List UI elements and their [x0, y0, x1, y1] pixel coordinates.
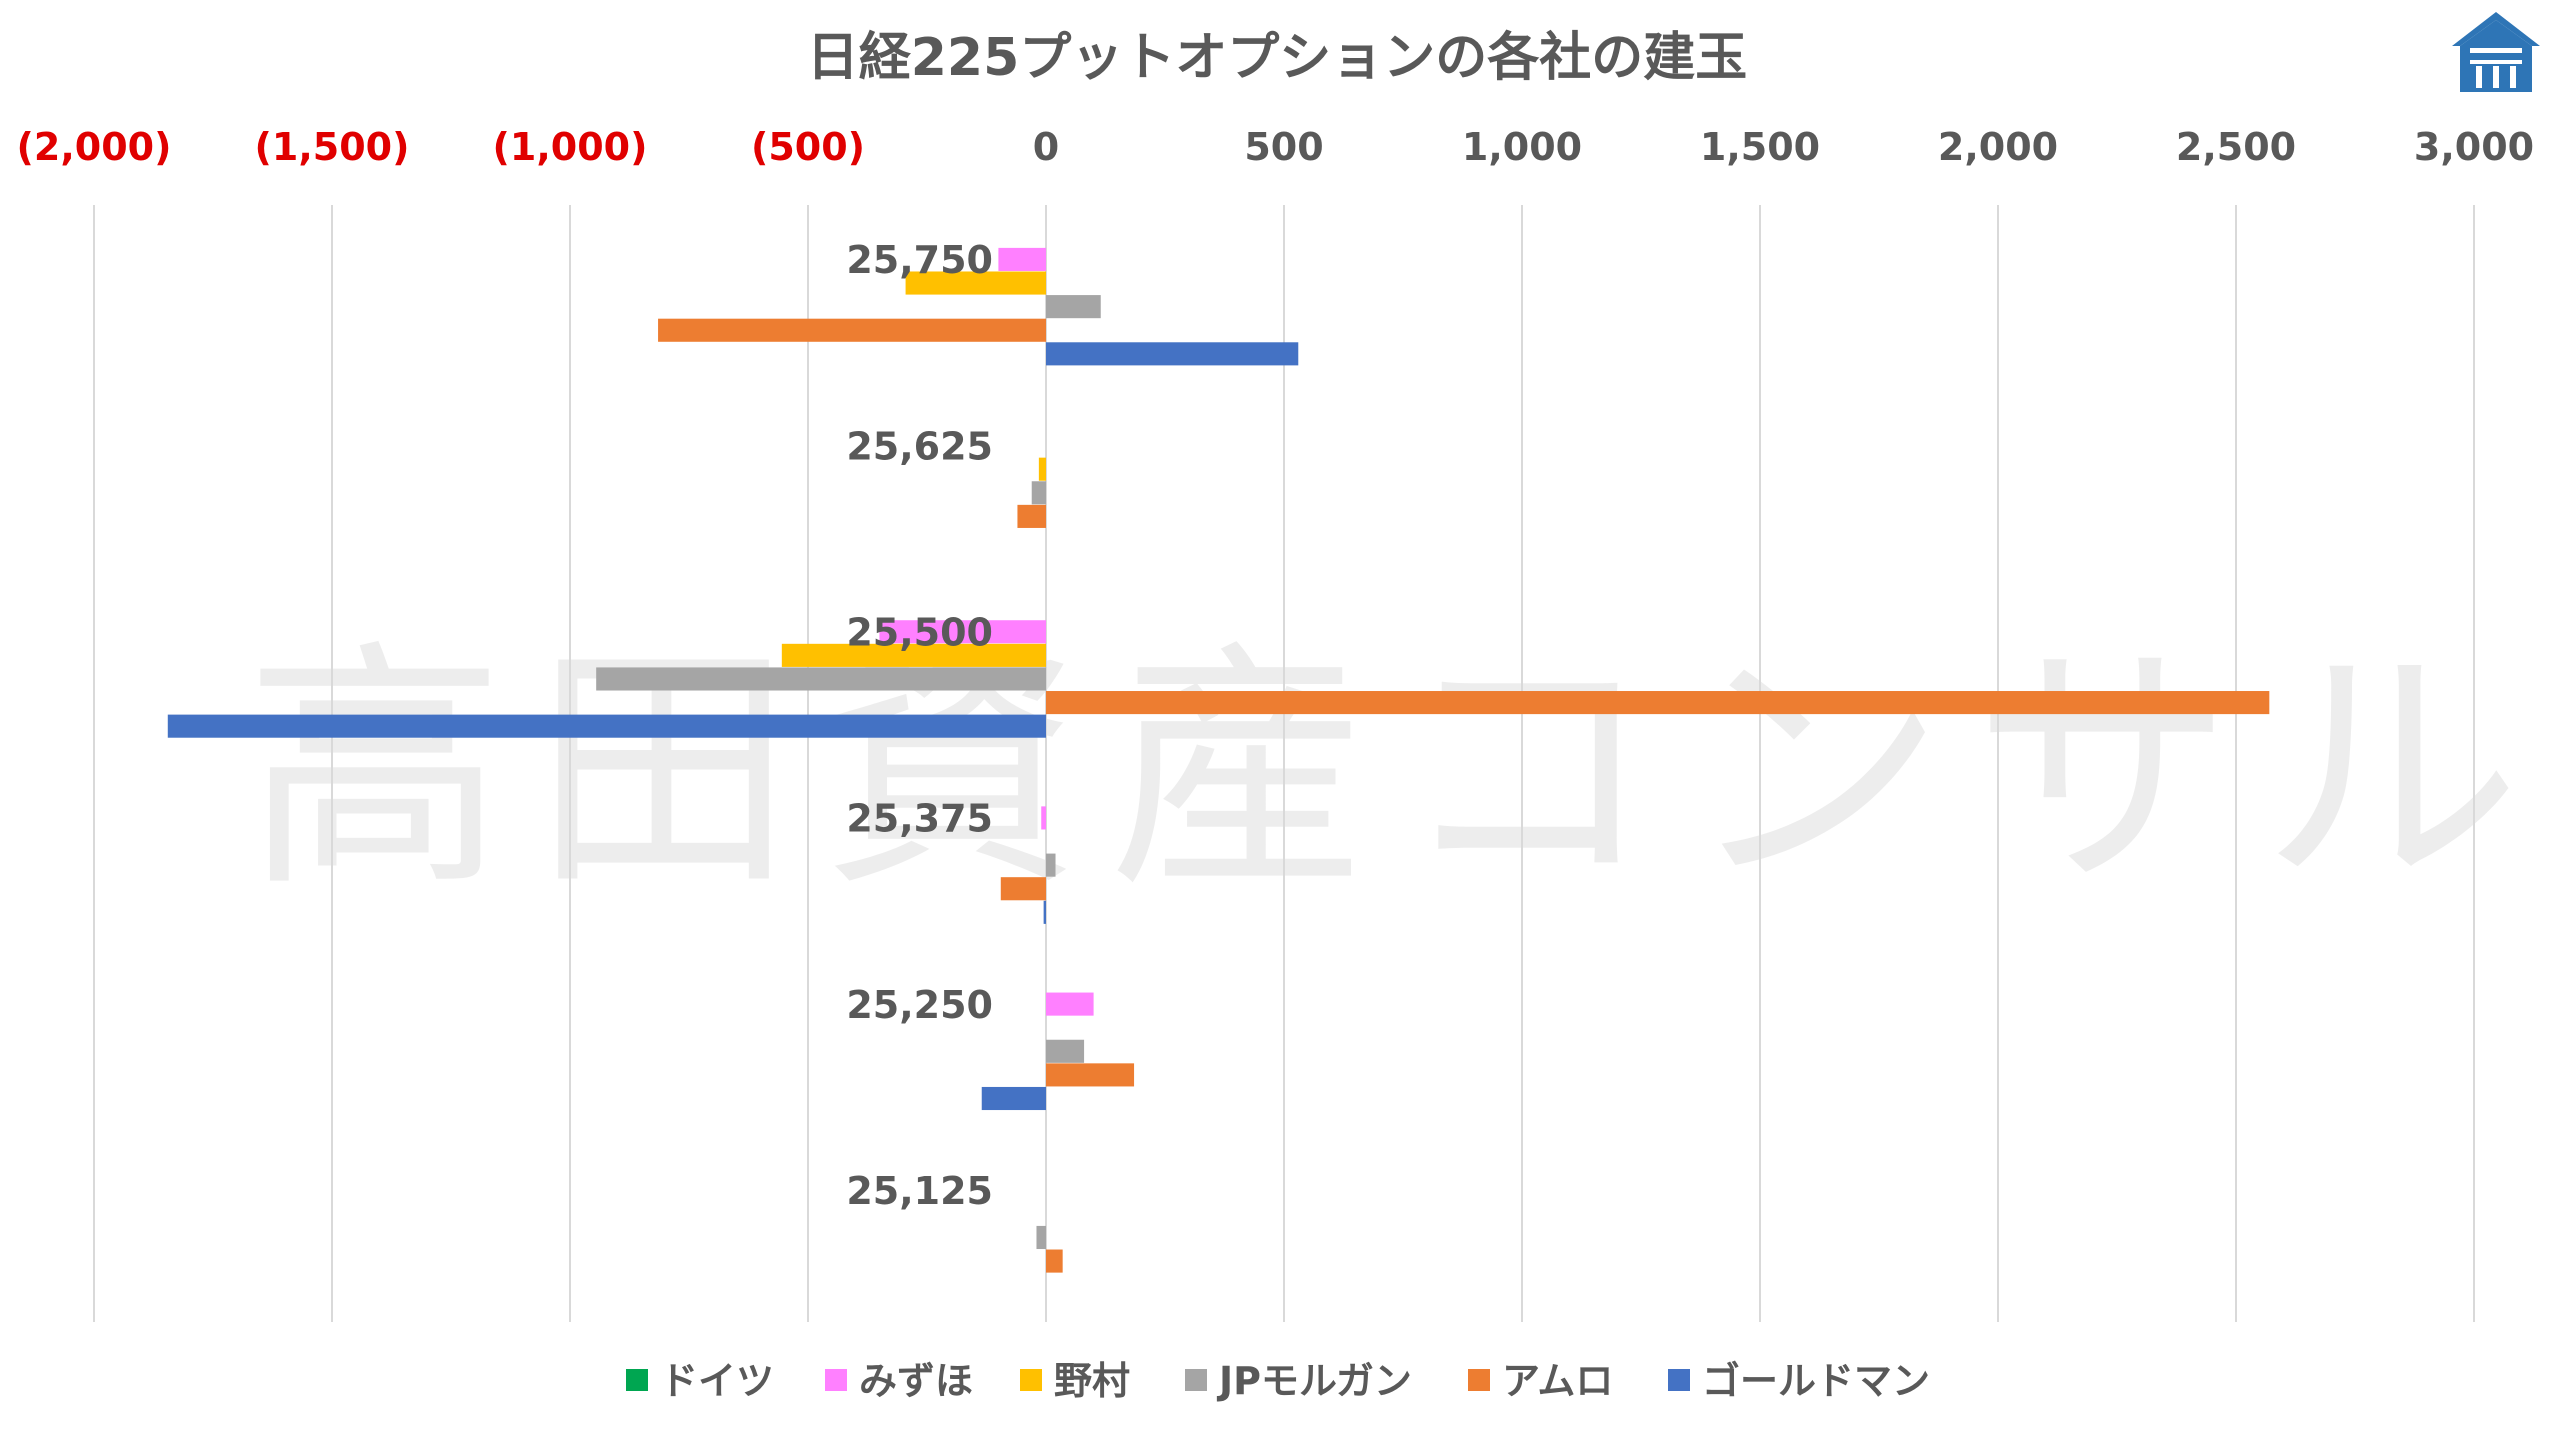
legend-swatch — [1668, 1369, 1690, 1391]
bar — [1046, 1249, 1063, 1273]
bar — [1038, 457, 1046, 481]
bar — [1043, 900, 1046, 924]
x-tick-label: 2,000 — [1938, 125, 2058, 169]
bar — [998, 247, 1046, 271]
bar — [1046, 295, 1101, 319]
x-tick-label: 0 — [1033, 125, 1059, 169]
category-label: 25,500 — [846, 610, 993, 654]
bar — [1046, 342, 1299, 366]
bar — [981, 1086, 1046, 1111]
building-logo-icon — [2452, 12, 2540, 92]
legend-label: ゴールドマン — [1702, 1359, 1930, 1403]
legend-label: JPモルガン — [1216, 1359, 1412, 1403]
x-axis-tick-labels: (2,000) (1,500) (1,000) (500) 0 500 1,000 1,500… — [17, 125, 2535, 169]
bar — [596, 667, 1046, 691]
category-label: 25,250 — [846, 983, 993, 1027]
bar — [1031, 481, 1046, 505]
bar — [1036, 1225, 1046, 1250]
bar — [658, 318, 1046, 342]
bar — [879, 620, 1046, 644]
x-tick-label: 2,500 — [2176, 125, 2296, 169]
x-tick-label: 3,000 — [2414, 125, 2534, 169]
bar — [1046, 1039, 1085, 1063]
legend-label: アムロ — [1502, 1359, 1613, 1403]
category-label: 25,375 — [846, 797, 993, 841]
bars — [167, 247, 2270, 1273]
watermark: 高田資産コンサル — [245, 620, 2549, 922]
legend-swatch — [1020, 1369, 1042, 1391]
x-tick-label: 500 — [1244, 125, 1323, 169]
bar — [1046, 853, 1056, 877]
legend-swatch — [825, 1369, 847, 1391]
bar — [1046, 992, 1094, 1016]
bar — [781, 643, 1046, 667]
category-label: 25,750 — [846, 238, 993, 282]
bar — [1046, 691, 2270, 715]
legend-swatch — [626, 1369, 648, 1391]
x-tick-label: (2,000) — [17, 125, 172, 169]
x-tick-label: (1,000) — [493, 125, 648, 169]
grid-lines — [93, 205, 2475, 1322]
legend-label: 野村 — [1054, 1359, 1130, 1403]
category-labels: 25,750 25,625 25,500 25,375 25,250 25,125 — [846, 238, 993, 1213]
legend-label: みずほ — [859, 1359, 973, 1403]
bar — [167, 714, 1046, 738]
category-label: 25,625 — [846, 424, 993, 468]
bar — [1041, 806, 1046, 830]
bar — [905, 271, 1046, 295]
bar — [1000, 877, 1046, 901]
x-tick-label: (500) — [751, 125, 865, 169]
bar — [1017, 504, 1046, 528]
chart-title: 日経225プットオプションの各社の建玉 — [807, 28, 1748, 88]
category-label: 25,125 — [846, 1169, 993, 1213]
bar — [1046, 1063, 1135, 1087]
x-tick-label: 1,000 — [1462, 125, 1582, 169]
x-tick-label: 1,500 — [1700, 125, 1820, 169]
legend-label: ドイツ — [660, 1359, 774, 1403]
x-tick-label: (1,500) — [255, 125, 410, 169]
legend: ドイツ みずほ 野村 JPモルガン アムロ ゴールドマン — [626, 1359, 1930, 1403]
legend-swatch — [1185, 1369, 1207, 1391]
legend-swatch — [1468, 1369, 1490, 1391]
